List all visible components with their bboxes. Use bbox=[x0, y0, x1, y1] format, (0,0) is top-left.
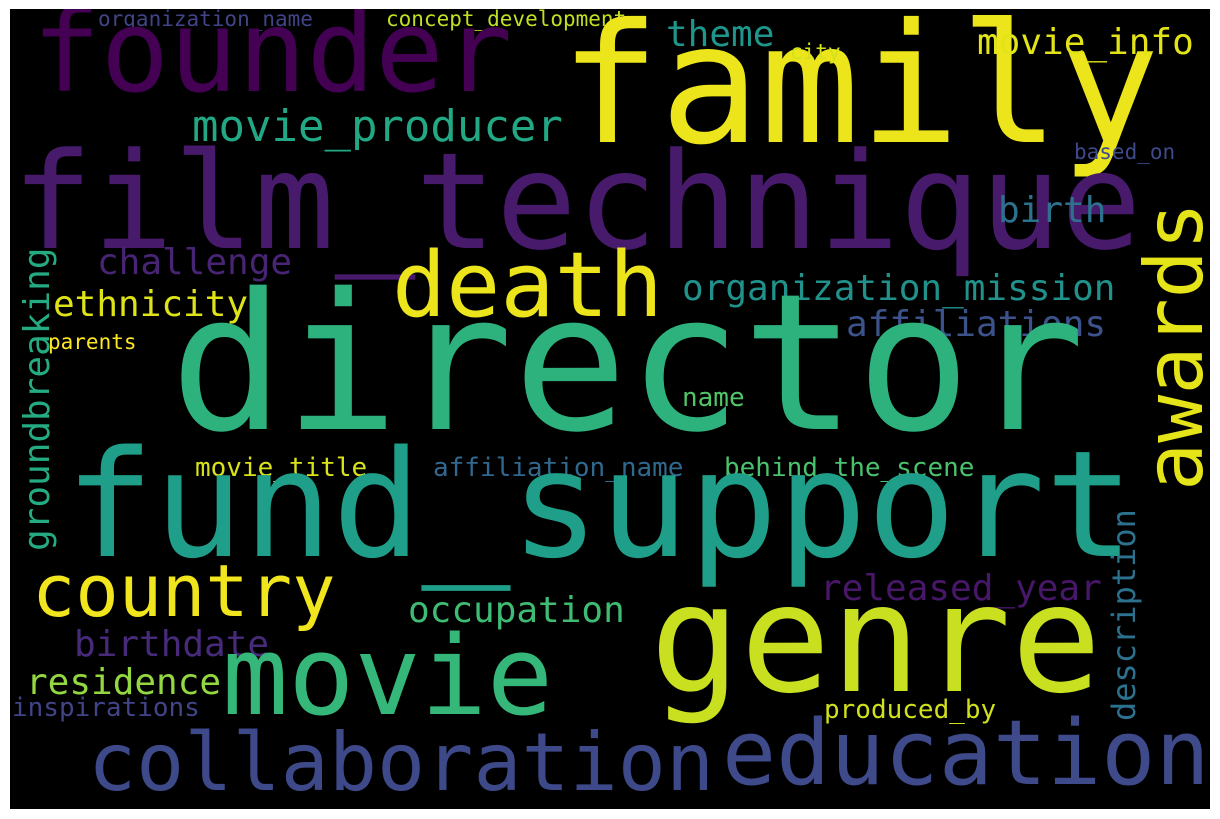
word-ethnicity: ethnicity bbox=[53, 284, 249, 325]
word-collaboration: collaboration bbox=[88, 716, 715, 809]
word-groundbreaking: groundbreaking bbox=[17, 247, 58, 551]
word-organization-name: organization_name bbox=[98, 9, 313, 31]
word-birthdate: birthdate bbox=[74, 624, 270, 665]
word-family: family bbox=[560, 9, 1160, 182]
word-movie-producer: movie_producer bbox=[192, 101, 563, 152]
word-affiliations: affiliations bbox=[846, 304, 1107, 345]
word-birth: birth bbox=[998, 190, 1107, 231]
word-city: city bbox=[790, 40, 841, 64]
word-produced-by: produced_by bbox=[824, 695, 997, 725]
word-movie-info: movie_info bbox=[977, 22, 1194, 63]
word-parents: parents bbox=[48, 330, 137, 354]
word-theme: theme bbox=[666, 14, 775, 55]
word-fund-support: fund_support bbox=[65, 419, 1135, 591]
word-challenge: challenge bbox=[97, 242, 293, 283]
word-behind-the-scene: behind_the_scene bbox=[724, 453, 975, 483]
word-affiliation-name: affiliation_name bbox=[433, 453, 684, 483]
word-film-technique: film_technique bbox=[12, 124, 1142, 280]
word-released-year: released_year bbox=[820, 568, 1102, 609]
word-occupation: occupation bbox=[408, 590, 625, 631]
word-founder: founder bbox=[32, 9, 513, 118]
word-genre: genre bbox=[650, 553, 1102, 727]
word-movie-title: movie_title bbox=[195, 453, 368, 483]
word-awards: awards bbox=[1128, 202, 1210, 491]
word-country: country bbox=[32, 549, 336, 633]
word-death: death bbox=[392, 233, 663, 338]
word-name: name bbox=[682, 383, 745, 413]
word-based-on: based_on bbox=[1074, 140, 1176, 164]
word-director: director bbox=[170, 253, 1086, 474]
word-organization-mission: organization_mission bbox=[682, 268, 1116, 309]
word-description: description bbox=[1105, 509, 1143, 721]
word-residence: residence bbox=[26, 662, 222, 703]
word-movie: movie bbox=[222, 612, 554, 740]
word-cloud: organization_name concept_development fo… bbox=[10, 9, 1210, 809]
word-concept-development: concept_development bbox=[386, 9, 627, 31]
word-education: education bbox=[722, 701, 1210, 806]
word-inspirations: inspirations bbox=[12, 693, 200, 723]
